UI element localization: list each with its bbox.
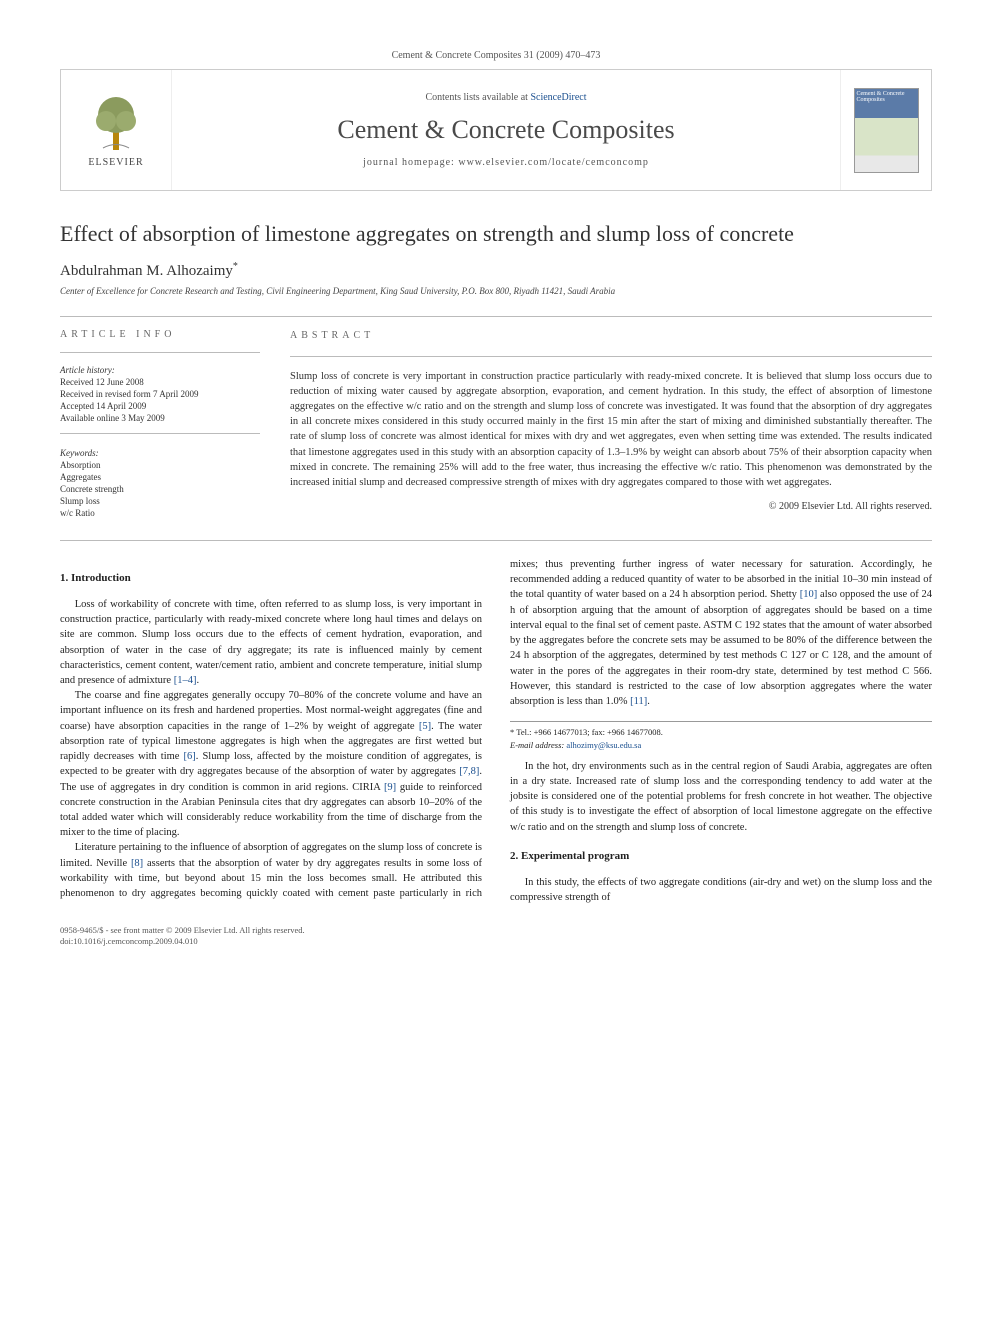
sciencedirect-link[interactable]: ScienceDirect (530, 92, 586, 103)
history-line: Received 12 June 2008 (60, 377, 260, 387)
divider-top (60, 316, 932, 317)
intro-p1-text: Loss of workability of concrete with tim… (60, 599, 482, 686)
footer-line-2: doi:10.1016/j.cemconcomp.2009.04.010 (60, 936, 932, 947)
keyword: Slump loss (60, 496, 260, 506)
article-title: Effect of absorption of limestone aggreg… (60, 221, 932, 247)
abstract-text: Slump loss of concrete is very important… (290, 369, 932, 491)
journal-name: Cement & Concrete Composites (172, 115, 840, 145)
keyword: Concrete strength (60, 484, 260, 494)
info-divider-1 (60, 352, 260, 353)
abstract-divider (290, 356, 932, 357)
publisher-logo-block: ELSEVIER (61, 70, 172, 190)
ref-link[interactable]: [11] (630, 696, 647, 707)
homepage-line: journal homepage: www.elsevier.com/locat… (172, 157, 840, 168)
exp-para-1: In this study, the effects of two aggreg… (510, 875, 932, 905)
keyword: Absorption (60, 460, 260, 470)
elsevier-tree-icon (91, 93, 141, 153)
intro-para-2: The coarse and fine aggregates generally… (60, 688, 482, 840)
ref-link[interactable]: [10] (800, 589, 818, 600)
affiliation: Center of Excellence for Concrete Resear… (60, 286, 932, 296)
intro-para-1: Loss of workability of concrete with tim… (60, 597, 482, 688)
history-label: Article history: (60, 365, 260, 375)
history-line: Available online 3 May 2009 (60, 413, 260, 423)
history-line: Accepted 14 April 2009 (60, 401, 260, 411)
abstract-heading: ABSTRACT (290, 329, 932, 344)
col2-para-2: In the hot, dry environments such as in … (510, 759, 932, 835)
footer-meta: 0958-9465/$ - see front matter © 2009 El… (60, 925, 932, 947)
contents-line: Contents lists available at ScienceDirec… (172, 92, 840, 103)
footer-line-1: 0958-9465/$ - see front matter © 2009 El… (60, 925, 932, 936)
abstract-copyright: © 2009 Elsevier Ltd. All rights reserved… (290, 500, 932, 515)
c2p1b: also opposed the use of 24 h of absorpti… (510, 589, 932, 707)
homepage-prefix: journal homepage: (363, 157, 458, 168)
author-line: Abdulrahman M. Alhozaimy* (60, 261, 932, 280)
keyword: Aggregates (60, 472, 260, 482)
ref-link[interactable]: [5] (419, 721, 431, 732)
divider-bottom (60, 540, 932, 541)
journal-cover-thumb: Cement & Concrete Composites (854, 88, 919, 173)
footnote-email-label: E-mail address: (510, 740, 564, 750)
footnote-contact: * Tel.: +966 14677013; fax: +966 1467700… (510, 726, 932, 738)
ref-link[interactable]: [9] (384, 782, 396, 793)
homepage-url[interactable]: www.elsevier.com/locate/cemconcomp (458, 157, 649, 168)
journal-citation: Cement & Concrete Composites 31 (2009) 4… (60, 50, 932, 61)
experimental-heading: 2. Experimental program (510, 849, 932, 865)
publisher-label: ELSEVIER (88, 157, 143, 168)
keywords-label: Keywords: (60, 448, 260, 458)
journal-banner: ELSEVIER Contents lists available at Sci… (60, 69, 932, 191)
c2p1c: . (647, 696, 650, 707)
info-divider-2 (60, 433, 260, 434)
ref-link[interactable]: [6] (184, 751, 196, 762)
ref-link[interactable]: [8] (131, 858, 143, 869)
author-marker: * (233, 261, 238, 272)
p3b: asserts that the absorption of water by … (143, 858, 469, 869)
intro-p1-end: . (196, 675, 199, 686)
cover-thumb-block: Cement & Concrete Composites (840, 70, 931, 190)
author-name: Abdulrahman M. Alhozaimy (60, 263, 233, 279)
footnote-email[interactable]: alhozimy@ksu.edu.sa (566, 740, 641, 750)
history-line: Received in revised form 7 April 2009 (60, 389, 260, 399)
article-info-block: ARTICLE INFO Article history: Received 1… (60, 329, 260, 520)
contents-prefix: Contents lists available at (425, 92, 530, 103)
ref-link[interactable]: [1–4] (174, 675, 197, 686)
abstract-block: ABSTRACT Slump loss of concrete is very … (290, 329, 932, 520)
footnote-block: * Tel.: +966 14677013; fax: +966 1467700… (510, 721, 932, 751)
ref-link[interactable]: [7,8] (459, 766, 479, 777)
intro-heading: 1. Introduction (60, 571, 482, 587)
article-info-heading: ARTICLE INFO (60, 329, 260, 340)
body-columns: 1. Introduction Loss of workability of c… (60, 557, 932, 905)
keyword: w/c Ratio (60, 508, 260, 518)
